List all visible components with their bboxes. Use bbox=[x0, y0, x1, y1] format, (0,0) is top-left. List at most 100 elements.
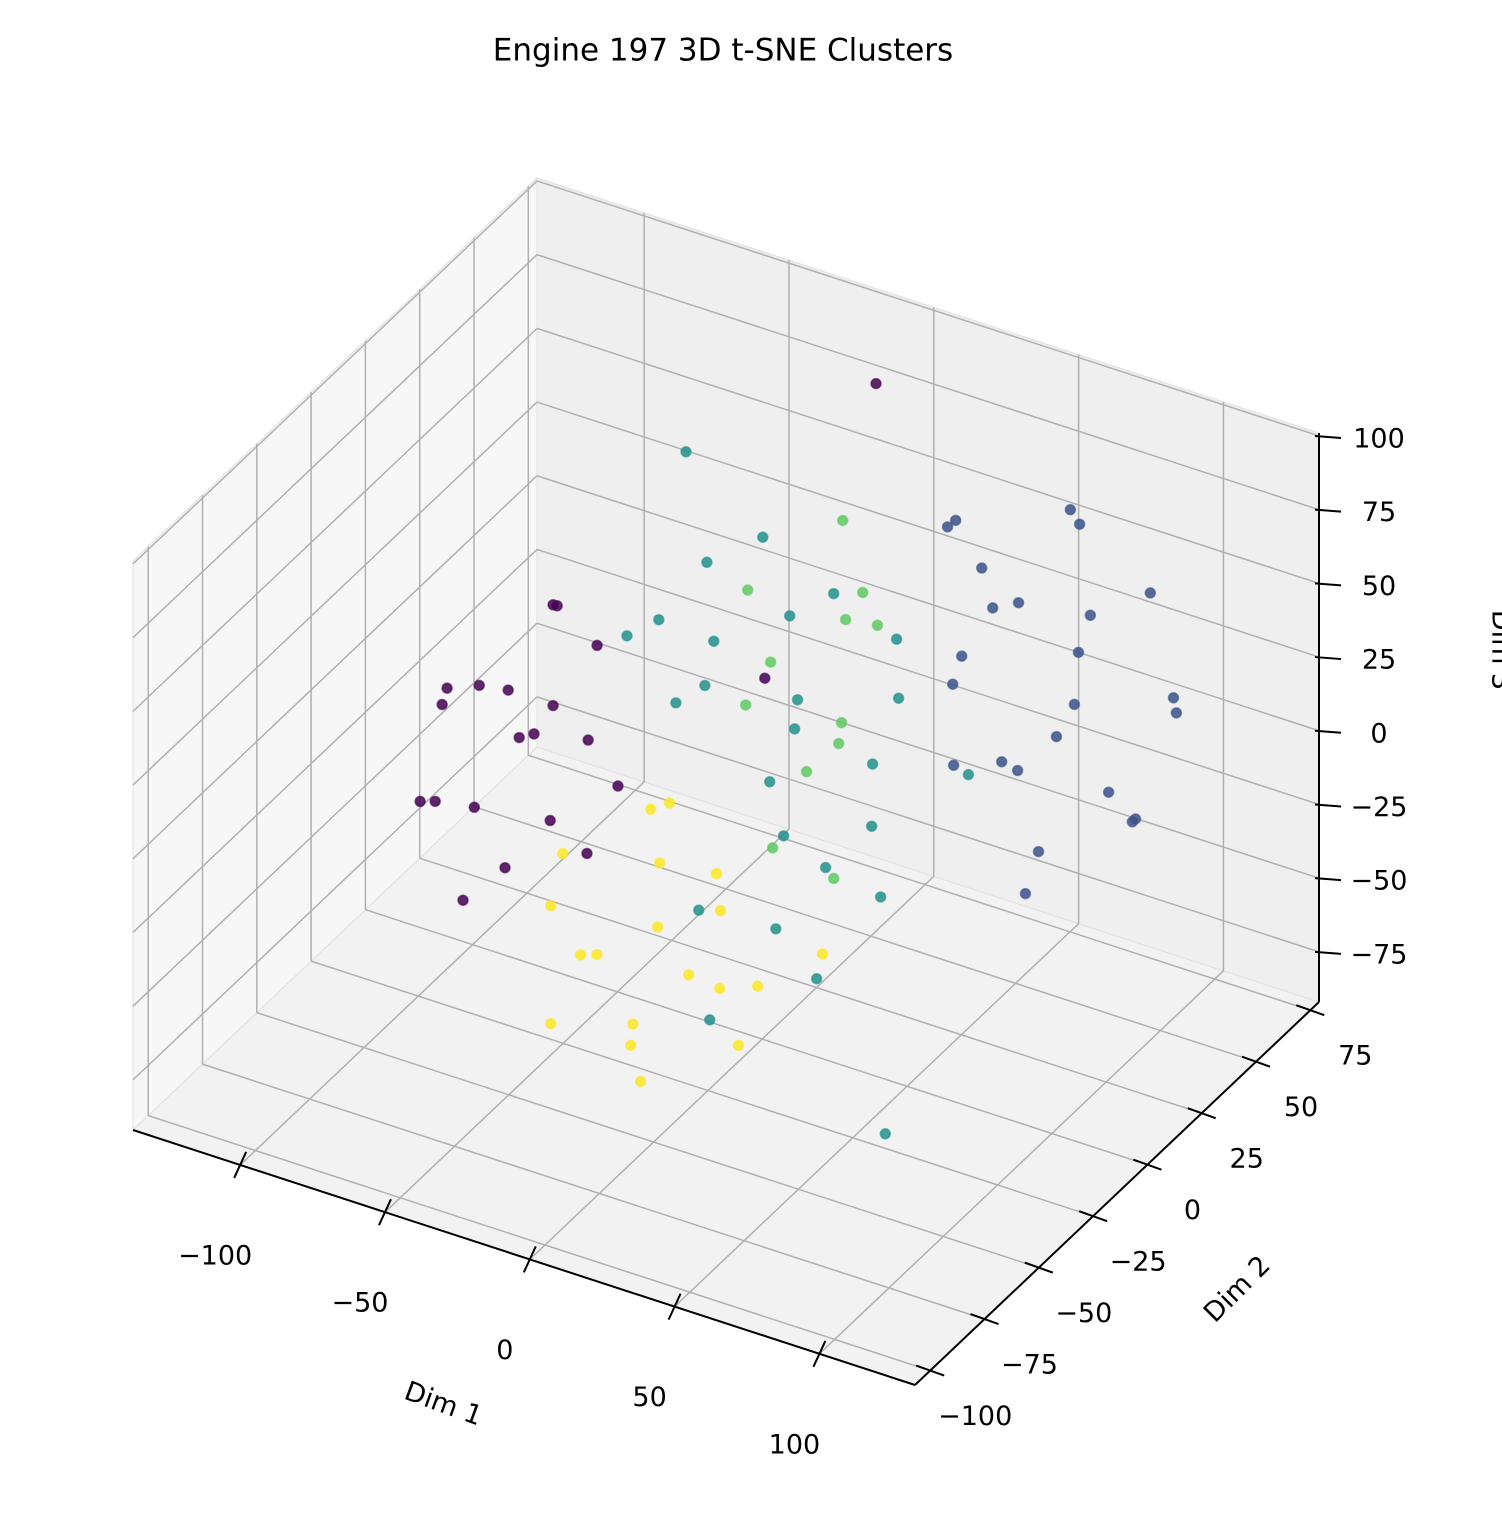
point bbox=[872, 620, 882, 630]
point bbox=[1065, 505, 1075, 515]
z-tick-label: −75 bbox=[1351, 939, 1408, 970]
point bbox=[1104, 787, 1114, 797]
point bbox=[768, 843, 778, 853]
point bbox=[1168, 693, 1178, 703]
point bbox=[894, 693, 904, 703]
chart-title: Engine 197 3D t-SNE Clusters bbox=[493, 33, 953, 69]
point bbox=[977, 563, 987, 573]
point bbox=[1034, 847, 1044, 857]
point bbox=[545, 816, 555, 826]
point bbox=[503, 685, 513, 695]
point bbox=[802, 767, 812, 777]
point bbox=[546, 1019, 556, 1029]
z-tick-label: 0 bbox=[1370, 718, 1387, 749]
x-tick-label: −50 bbox=[331, 1288, 388, 1319]
point bbox=[1014, 598, 1024, 608]
point bbox=[1085, 610, 1095, 620]
point bbox=[1051, 732, 1061, 742]
point bbox=[758, 532, 768, 542]
point bbox=[766, 657, 776, 667]
z-tick-label: 100 bbox=[1353, 423, 1405, 454]
point bbox=[1020, 889, 1030, 899]
point bbox=[700, 680, 710, 690]
point bbox=[592, 950, 602, 960]
z-tick-label: −25 bbox=[1351, 792, 1408, 823]
point bbox=[702, 557, 712, 567]
point bbox=[988, 603, 998, 613]
point bbox=[771, 924, 781, 934]
point bbox=[1131, 814, 1141, 824]
point bbox=[671, 698, 681, 708]
z-tick-label: 50 bbox=[1362, 571, 1396, 602]
point bbox=[694, 905, 704, 915]
point bbox=[867, 821, 877, 831]
point bbox=[880, 1129, 890, 1139]
point bbox=[760, 673, 770, 683]
point bbox=[963, 770, 973, 780]
point bbox=[812, 974, 822, 984]
point bbox=[1073, 647, 1083, 657]
point bbox=[841, 615, 851, 625]
point bbox=[552, 601, 562, 611]
point bbox=[655, 858, 665, 868]
point bbox=[681, 447, 691, 457]
point bbox=[636, 1076, 646, 1086]
point bbox=[576, 950, 586, 960]
point bbox=[654, 615, 664, 625]
point bbox=[1013, 766, 1023, 776]
y-tick-label: −50 bbox=[1055, 1298, 1112, 1329]
z-axis-label: Dim 3 bbox=[1486, 610, 1502, 690]
point bbox=[430, 796, 440, 806]
point bbox=[858, 587, 868, 597]
point bbox=[779, 831, 789, 841]
point bbox=[558, 849, 568, 859]
point bbox=[997, 757, 1007, 767]
y-tick-label: 75 bbox=[1338, 1041, 1372, 1072]
z-tick-label: −50 bbox=[1351, 866, 1408, 897]
point bbox=[442, 683, 452, 693]
y-tick-label: 25 bbox=[1230, 1144, 1264, 1175]
point bbox=[868, 759, 878, 769]
x-tick-label: −100 bbox=[178, 1240, 252, 1271]
point bbox=[469, 802, 479, 812]
y-tick-label: 0 bbox=[1184, 1195, 1201, 1226]
point bbox=[500, 863, 510, 873]
point bbox=[829, 873, 839, 883]
point bbox=[716, 906, 726, 916]
point bbox=[705, 1015, 715, 1025]
point bbox=[871, 379, 881, 389]
point bbox=[474, 680, 484, 690]
point bbox=[957, 651, 967, 661]
point bbox=[653, 922, 663, 932]
y-tick-label: −75 bbox=[1001, 1350, 1058, 1381]
x-tick-label: 0 bbox=[496, 1335, 513, 1366]
z-tick-label: 75 bbox=[1362, 497, 1396, 528]
point bbox=[709, 636, 719, 646]
y-tick-label: −25 bbox=[1110, 1247, 1167, 1278]
point bbox=[1075, 519, 1085, 529]
point bbox=[817, 949, 827, 959]
point bbox=[715, 983, 725, 993]
point bbox=[838, 515, 848, 525]
point bbox=[684, 970, 694, 980]
point bbox=[834, 739, 844, 749]
point bbox=[628, 1019, 638, 1029]
point bbox=[1171, 708, 1181, 718]
y-tick-label: −100 bbox=[938, 1401, 1012, 1432]
point bbox=[829, 589, 839, 599]
point bbox=[948, 679, 958, 689]
point bbox=[743, 585, 753, 595]
point bbox=[765, 777, 775, 787]
point bbox=[514, 733, 524, 743]
point bbox=[876, 892, 886, 902]
point bbox=[1145, 588, 1155, 598]
point bbox=[733, 1040, 743, 1050]
point bbox=[790, 724, 800, 734]
point bbox=[711, 869, 721, 879]
point bbox=[458, 895, 468, 905]
point bbox=[415, 796, 425, 806]
point bbox=[582, 848, 592, 858]
point bbox=[548, 701, 558, 711]
point bbox=[741, 700, 751, 710]
